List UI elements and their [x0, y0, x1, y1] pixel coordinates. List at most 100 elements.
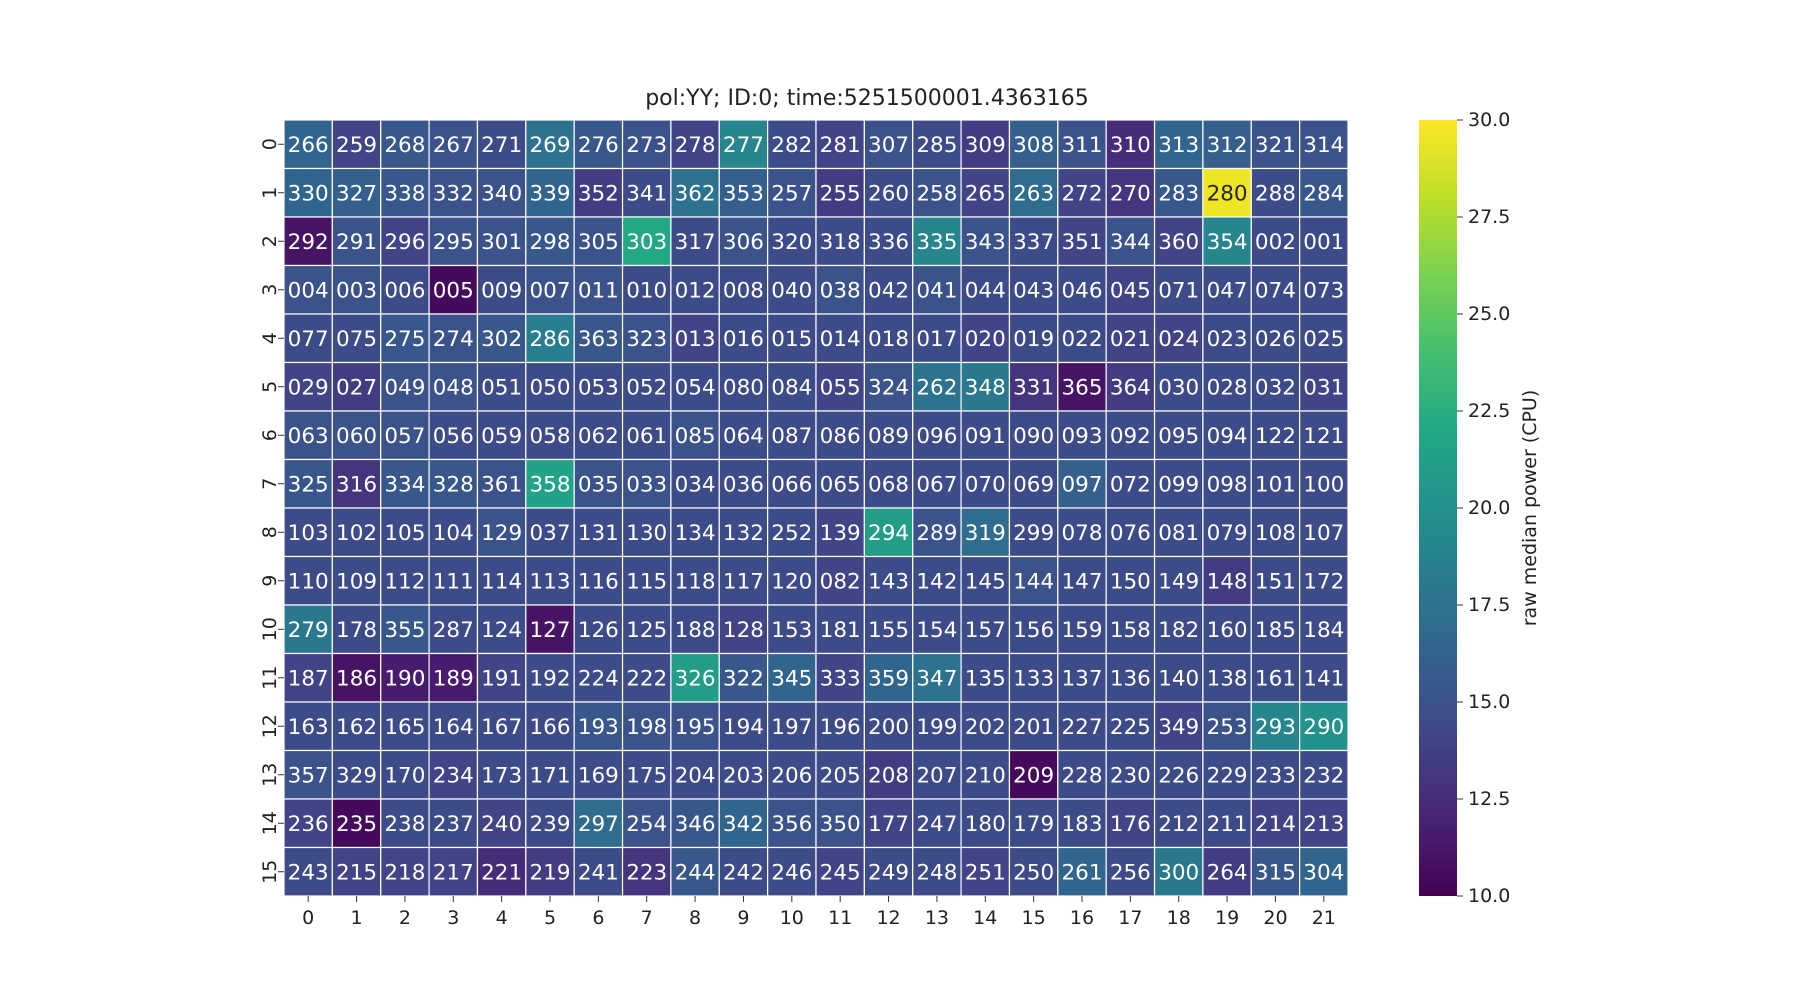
heatmap-cell-15-15 — [1008, 846, 1059, 897]
cell-annotation-12-2: 165 — [384, 715, 425, 740]
heatmap-cell-8-18 — [1153, 507, 1204, 558]
y-tick-label-0: 0 — [259, 138, 281, 150]
cell-annotation-9-20: 151 — [1255, 569, 1296, 594]
cell-annotation-15-13: 248 — [916, 860, 957, 885]
heatmap-cell-9-13 — [912, 555, 962, 606]
cell-annotation-4-13: 017 — [916, 327, 957, 352]
cell-annotation-13-16: 228 — [1061, 763, 1102, 788]
cell-annotation-12-6: 193 — [578, 715, 619, 740]
heatmap-cell-9-5 — [525, 555, 575, 606]
cell-annotation-3-7: 010 — [626, 278, 667, 303]
heatmap-cell-0-17 — [1105, 119, 1156, 170]
heatmap-cell-9-19 — [1202, 555, 1252, 606]
cell-annotation-12-14: 202 — [965, 715, 1006, 740]
heatmap-cell-3-19 — [1202, 264, 1252, 315]
heatmap-cell-14-21 — [1299, 798, 1349, 849]
heatmap-cell-14-3 — [428, 798, 479, 849]
cell-annotation-14-4: 240 — [481, 812, 522, 837]
heatmap-cell-15-5 — [525, 846, 575, 897]
cell-annotation-9-18: 149 — [1158, 569, 1199, 594]
cell-annotation-14-7: 254 — [626, 812, 667, 837]
heatmap-cell-0-21 — [1299, 119, 1349, 170]
cell-annotation-9-1: 109 — [336, 569, 377, 594]
cell-annotation-10-20: 185 — [1255, 618, 1296, 643]
heatmap-cell-12-16 — [1057, 701, 1107, 752]
heatmap-cell-4-1 — [331, 313, 382, 364]
cell-annotation-2-20: 002 — [1255, 230, 1296, 255]
cell-annotation-11-14: 135 — [965, 666, 1006, 691]
cell-annotation-6-5: 058 — [529, 424, 570, 449]
cell-annotation-10-16: 159 — [1061, 618, 1102, 643]
heatmap-cell-8-15 — [1008, 507, 1059, 558]
heatmap-cell-3-21 — [1299, 264, 1349, 315]
heatmap-cell-6-10 — [767, 410, 817, 461]
x-tick-label-16: 16 — [1070, 907, 1094, 929]
heatmap-cell-4-19 — [1202, 313, 1252, 364]
heatmap-cell-2-18 — [1153, 216, 1204, 267]
heatmap-cell-11-15 — [1008, 652, 1059, 703]
cell-annotation-1-15: 263 — [1013, 181, 1054, 206]
cell-annotation-12-9: 194 — [723, 715, 764, 740]
colorbar-tick-label-1: 12.5 — [1468, 788, 1510, 810]
cell-annotation-9-7: 115 — [626, 569, 667, 594]
heatmap-cell-6-15 — [1008, 410, 1059, 461]
heatmap-cell-4-7 — [621, 313, 672, 364]
cell-annotation-2-19: 354 — [1207, 230, 1248, 255]
cell-annotation-6-15: 090 — [1013, 424, 1054, 449]
heatmap-cell-4-20 — [1250, 313, 1301, 364]
heatmap-cell-1-20 — [1250, 167, 1301, 218]
y-tick-label-7: 7 — [259, 478, 281, 490]
cell-annotation-10-13: 154 — [916, 618, 957, 643]
heatmap-cell-11-5 — [525, 652, 575, 703]
x-tick-label-6: 6 — [592, 907, 604, 929]
cell-annotation-1-21: 284 — [1303, 181, 1344, 206]
heatmap-cell-4-0 — [283, 313, 333, 364]
cell-annotation-2-12: 336 — [868, 230, 909, 255]
heatmap-cell-2-6 — [573, 216, 624, 267]
cell-annotation-5-2: 049 — [384, 375, 425, 400]
cell-annotation-2-16: 351 — [1061, 230, 1102, 255]
heatmap-cell-10-6 — [573, 604, 624, 655]
cell-annotation-4-20: 026 — [1255, 327, 1296, 352]
cell-annotation-7-17: 072 — [1110, 472, 1151, 497]
cell-annotation-12-4: 167 — [481, 715, 522, 740]
cell-annotation-10-10: 153 — [771, 618, 812, 643]
heatmap-cell-11-2 — [380, 652, 430, 703]
cell-annotation-2-8: 317 — [675, 230, 716, 255]
heatmap-cell-5-16 — [1057, 361, 1107, 412]
cell-annotation-6-4: 059 — [481, 424, 522, 449]
cell-annotation-0-0: 266 — [288, 133, 329, 158]
cell-annotation-14-18: 212 — [1158, 812, 1199, 837]
cell-annotation-9-21: 172 — [1303, 569, 1344, 594]
heatmap-cell-3-6 — [573, 264, 624, 315]
cell-annotation-12-11: 196 — [820, 715, 861, 740]
heatmap-cell-0-2 — [380, 119, 430, 170]
cell-annotation-11-2: 190 — [384, 666, 425, 691]
cell-annotation-5-0: 029 — [288, 375, 329, 400]
cell-annotation-15-20: 315 — [1255, 860, 1296, 885]
heatmap-cell-15-7 — [621, 846, 672, 897]
cell-annotation-3-9: 008 — [723, 278, 764, 303]
heatmap-cell-5-3 — [428, 361, 479, 412]
cell-annotation-5-21: 031 — [1303, 375, 1344, 400]
cell-annotation-14-21: 213 — [1303, 812, 1344, 837]
cell-annotation-5-19: 028 — [1207, 375, 1248, 400]
heatmap-cell-12-1 — [331, 701, 382, 752]
cell-annotation-8-12: 294 — [868, 521, 909, 546]
heatmap-cell-14-8 — [670, 798, 720, 849]
cell-annotation-15-5: 219 — [529, 860, 570, 885]
heatmap-cell-10-11 — [815, 604, 865, 655]
cell-annotation-9-16: 147 — [1061, 569, 1102, 594]
cell-annotation-8-8: 134 — [675, 521, 716, 546]
colorbar-tick-label-4: 20.0 — [1468, 497, 1510, 519]
cell-annotation-0-1: 259 — [336, 133, 377, 158]
heatmap-cell-3-18 — [1153, 264, 1204, 315]
cell-annotation-0-2: 268 — [384, 133, 425, 158]
cell-annotation-10-1: 178 — [336, 618, 377, 643]
cell-annotation-2-5: 298 — [529, 230, 570, 255]
cell-annotation-12-10: 197 — [771, 715, 812, 740]
cell-annotation-4-18: 024 — [1158, 327, 1199, 352]
y-tick-label-2: 2 — [259, 235, 281, 247]
cell-annotation-2-9: 306 — [723, 230, 764, 255]
y-tick-label-1: 1 — [259, 187, 281, 199]
